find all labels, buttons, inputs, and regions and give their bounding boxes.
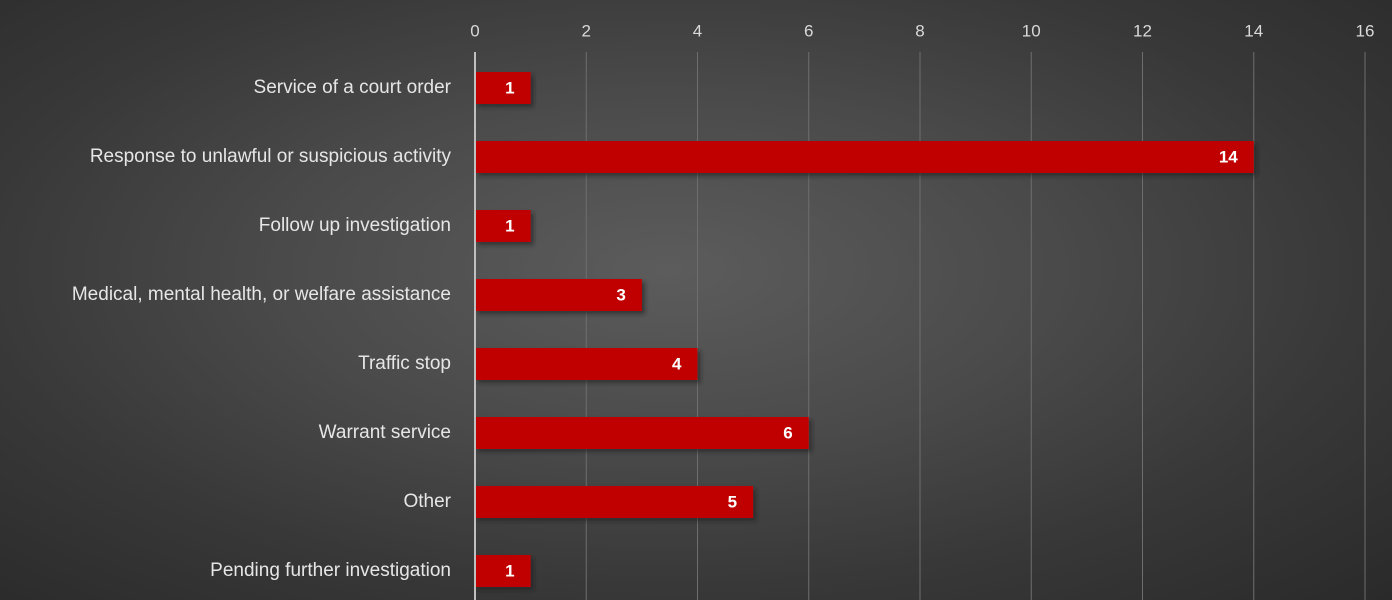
x-axis-ticks: 0 2 4 6 8 10 12 14 16 [470,21,1374,40]
bar [475,279,642,311]
bar [475,417,809,449]
bar [475,72,531,104]
category-label: Medical, mental health, or welfare assis… [72,284,451,305]
bar [475,210,531,242]
bar-value-label: 14 [1219,147,1238,166]
category-label: Traffic stop [358,353,451,374]
bar [475,141,1254,173]
x-tick-label: 6 [804,21,813,40]
bars: 1 14 1 3 4 6 5 1 [475,72,1254,587]
x-tick-label: 10 [1022,21,1041,40]
category-label: Follow up investigation [259,215,451,236]
x-tick-label: 14 [1244,21,1263,40]
category-label: Other [403,491,451,512]
x-tick-label: 2 [582,21,591,40]
bar-value-label: 1 [505,561,514,580]
bar-value-label: 6 [783,423,792,442]
bar-value-label: 4 [672,354,682,373]
x-tick-label: 16 [1356,21,1375,40]
category-label: Pending further investigation [210,560,451,581]
category-label: Service of a court order [254,77,452,98]
x-tick-label: 12 [1133,21,1152,40]
x-tick-label: 0 [470,21,479,40]
category-label: Response to unlawful or suspicious activ… [90,146,452,167]
x-tick-label: 8 [915,21,924,40]
bar-value-label: 5 [728,492,737,511]
bar-value-label: 1 [505,78,514,97]
bar-value-label: 3 [616,285,625,304]
y-axis: Service of a court order Response to unla… [72,52,476,600]
x-tick-label: 4 [693,21,702,40]
bar [475,348,698,380]
category-label: Warrant service [319,422,451,443]
bar-value-label: 1 [505,216,514,235]
bar [475,486,754,518]
bar [475,555,531,587]
